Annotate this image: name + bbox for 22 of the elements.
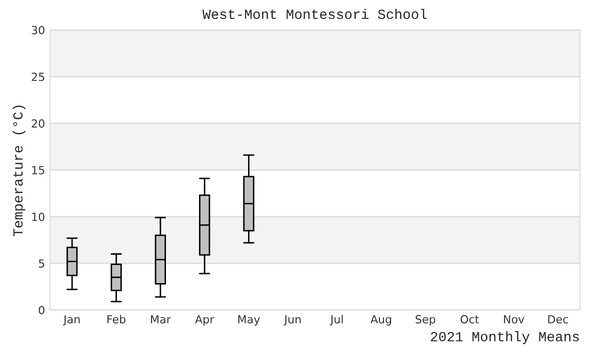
x-tick-label: Dec	[548, 315, 568, 324]
x-tick-label: Feb	[108, 314, 126, 324]
x-tick-label: Mar	[151, 315, 171, 324]
chart-title: West-Mont Montessori School	[202, 8, 427, 20]
y-axis-title: Temperature (°C)	[12, 106, 26, 236]
x-tick-label: May	[238, 315, 260, 326]
x-tick-label: Jul	[330, 314, 343, 326]
y-tick-label: 15	[32, 166, 44, 174]
y-tick-label: 0	[38, 306, 44, 314]
y-tick-label: 30	[32, 26, 44, 34]
y-tick-label: 25	[32, 72, 44, 82]
y-tick-label: 5	[38, 259, 44, 268]
x-tick-label: Aug	[370, 315, 392, 326]
x-tick-label: Nov	[504, 315, 524, 324]
x-axis-title: 2021 Monthly Means	[430, 331, 579, 344]
x-tick-label: Apr	[195, 315, 214, 326]
x-tick-label: Oct	[460, 315, 479, 324]
y-tick-label: 20	[32, 119, 44, 128]
y-tick-label: 10	[32, 212, 44, 222]
x-tick-label: Sep	[416, 315, 436, 326]
x-tick-label: Jun	[284, 315, 301, 326]
x-tick-label: Jan	[62, 315, 80, 326]
